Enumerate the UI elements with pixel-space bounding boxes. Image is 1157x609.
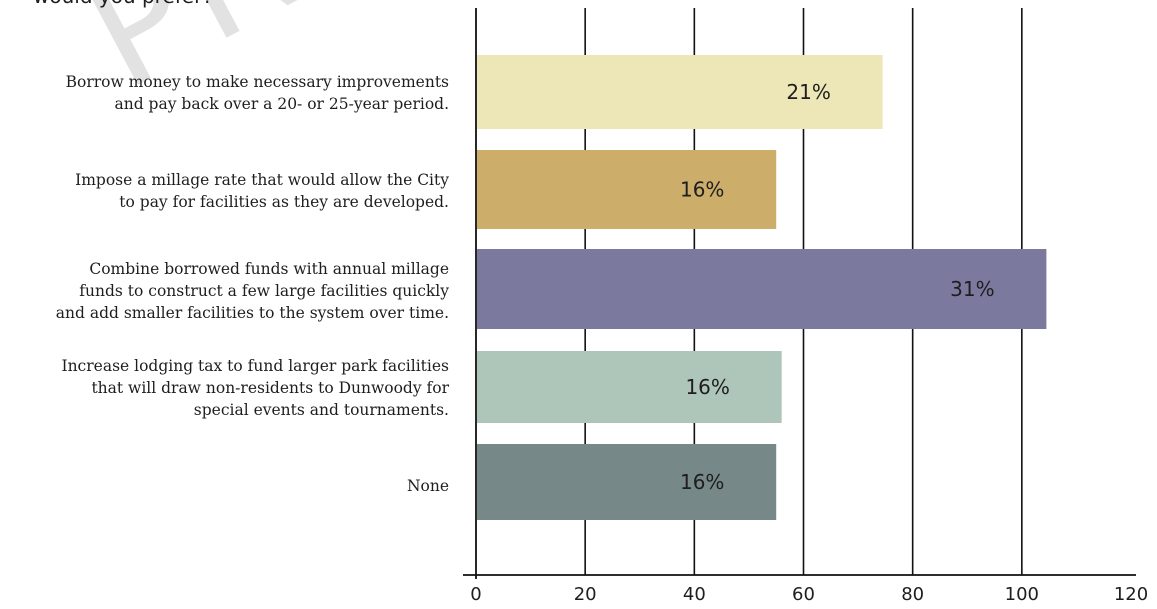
bar-4 bbox=[477, 444, 777, 520]
category-label-line: and add smaller facilities to the system… bbox=[56, 304, 449, 322]
x-tick-label-40: 40 bbox=[683, 584, 706, 605]
category-label-3: Increase lodging tax to fund larger park… bbox=[61, 357, 449, 419]
x-tick-label-120: 120 bbox=[1114, 584, 1148, 605]
bar-0 bbox=[477, 55, 883, 129]
category-label-line: Borrow money to make necessary improveme… bbox=[66, 73, 449, 91]
category-label-line: and pay back over a 20- or 25-year perio… bbox=[114, 95, 449, 113]
x-tick-label-0: 0 bbox=[470, 584, 481, 605]
category-label-4: None bbox=[407, 477, 449, 495]
category-label-line: special events and tournaments. bbox=[194, 401, 449, 419]
bar-2 bbox=[477, 249, 1047, 329]
chart-title: would you prefer? bbox=[33, 0, 213, 8]
category-label-line: None bbox=[407, 477, 449, 495]
category-label-line: that will draw non-residents to Dunwoody… bbox=[91, 379, 449, 397]
bar-3 bbox=[477, 351, 782, 423]
category-label-line: Impose a millage rate that would allow t… bbox=[75, 171, 449, 189]
x-tick-label-80: 80 bbox=[901, 584, 924, 605]
x-tick-label-20: 20 bbox=[574, 584, 597, 605]
bar-1 bbox=[477, 150, 777, 229]
bar-value-label-0: 21% bbox=[786, 80, 830, 104]
category-label-line: to pay for facilities as they are develo… bbox=[119, 193, 449, 211]
bar-value-label-3: 16% bbox=[685, 375, 729, 399]
category-label-line: funds to construct a few large facilitie… bbox=[79, 282, 449, 300]
category-label-2: Combine borrowed funds with annual milla… bbox=[56, 260, 449, 322]
bar-value-label-4: 16% bbox=[680, 470, 724, 494]
category-label-line: Increase lodging tax to fund larger park… bbox=[61, 357, 449, 375]
bar-value-label-1: 16% bbox=[680, 178, 724, 202]
category-label-line: Combine borrowed funds with annual milla… bbox=[89, 260, 449, 278]
category-label-1: Impose a millage rate that would allow t… bbox=[75, 171, 449, 211]
bar-value-label-2: 31% bbox=[950, 277, 994, 301]
x-tick-label-100: 100 bbox=[1005, 584, 1039, 605]
x-tick-label-60: 60 bbox=[792, 584, 815, 605]
category-label-0: Borrow money to make necessary improveme… bbox=[66, 73, 449, 113]
